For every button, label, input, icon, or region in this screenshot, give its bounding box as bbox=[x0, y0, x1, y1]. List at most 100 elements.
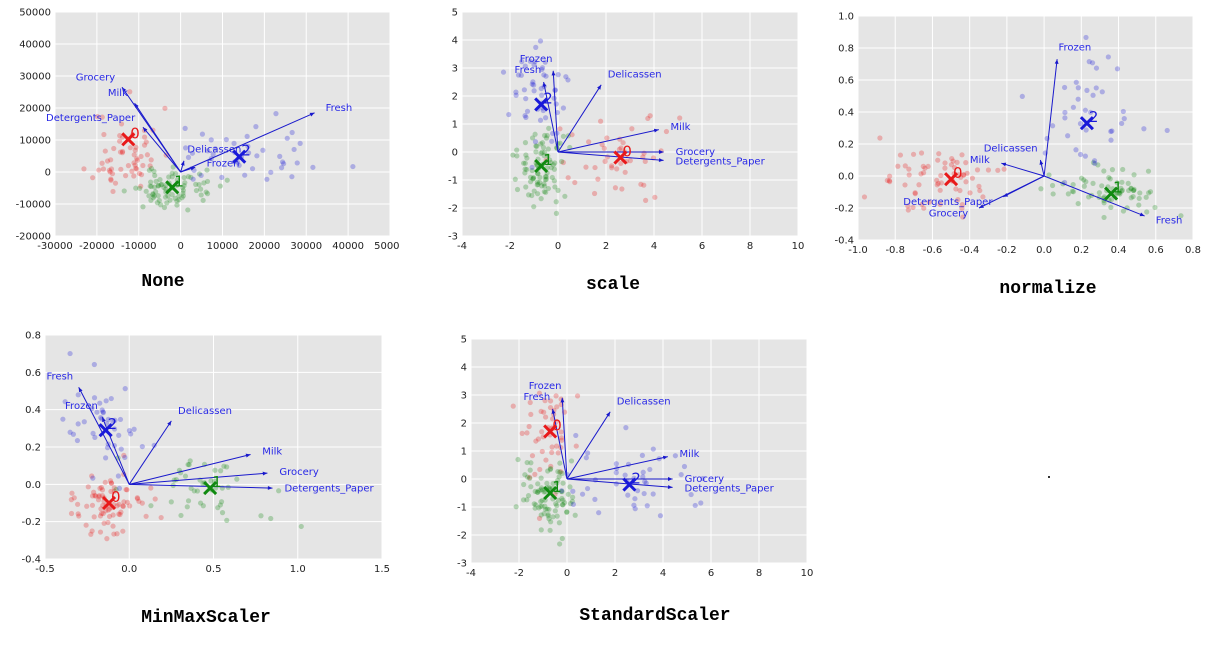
data-point-cluster-2 bbox=[592, 496, 598, 502]
feature-arrow-frozen bbox=[1043, 59, 1058, 177]
data-point-cluster-2 bbox=[1109, 128, 1115, 134]
data-point-cluster-2 bbox=[549, 138, 555, 144]
data-point-cluster-0 bbox=[937, 201, 943, 207]
data-point-cluster-0 bbox=[974, 167, 981, 173]
data-point-cluster-0 bbox=[112, 180, 119, 186]
data-point-cluster-1 bbox=[193, 187, 200, 194]
title-minmaxscaler: MinMaxScaler bbox=[141, 608, 271, 628]
data-point-cluster-0 bbox=[100, 510, 106, 517]
data-point-cluster-0 bbox=[977, 187, 983, 194]
data-point-cluster-1 bbox=[169, 192, 175, 198]
data-point-cluster-2 bbox=[1070, 104, 1077, 110]
data-point-cluster-0 bbox=[108, 176, 114, 182]
cluster-center-label: 1 bbox=[212, 473, 222, 491]
data-point-cluster-1 bbox=[1099, 183, 1105, 189]
data-point-cluster-2 bbox=[254, 153, 260, 159]
data-point-cluster-2 bbox=[1077, 121, 1084, 127]
y-tick-label: 4 bbox=[461, 363, 467, 374]
y-tick-label: 1 bbox=[452, 120, 458, 131]
plot-area bbox=[858, 16, 1193, 240]
data-point-cluster-1 bbox=[180, 193, 186, 199]
data-point-cluster-2 bbox=[111, 426, 118, 432]
data-point-cluster-0 bbox=[919, 201, 925, 208]
data-point-cluster-1 bbox=[1118, 188, 1125, 194]
data-point-cluster-0 bbox=[96, 492, 102, 499]
data-point-cluster-1 bbox=[537, 503, 543, 510]
data-point-cluster-1 bbox=[1070, 181, 1076, 188]
data-point-cluster-0 bbox=[604, 135, 610, 141]
feature-label: Fresh bbox=[326, 103, 353, 114]
data-point-cluster-2 bbox=[1092, 160, 1098, 167]
data-point-cluster-2 bbox=[1083, 34, 1089, 41]
data-point-cluster-0 bbox=[616, 146, 623, 152]
data-point-cluster-2 bbox=[1089, 60, 1096, 66]
feature-label: Delicassen bbox=[617, 397, 671, 408]
biplot-standardscaler: -4 -2 0 2 4 6 8 10-3-2-1012345FreshFrozenDelica… bbox=[457, 335, 813, 580]
feature-arrow-delicassen bbox=[566, 411, 611, 480]
data-point-cluster-1 bbox=[179, 185, 186, 191]
data-point-cluster-1 bbox=[538, 487, 544, 493]
data-point-cluster-1 bbox=[550, 480, 556, 487]
data-point-cluster-2 bbox=[1105, 54, 1111, 60]
data-point-cluster-1 bbox=[551, 166, 557, 172]
data-point-cluster-0 bbox=[958, 174, 964, 180]
data-point-cluster-2 bbox=[90, 475, 96, 481]
y-tick-label: 1 bbox=[461, 447, 467, 458]
data-point-cluster-1 bbox=[524, 459, 530, 466]
data-point-cluster-1 bbox=[531, 501, 537, 507]
y-tick-label: 2 bbox=[452, 92, 458, 103]
data-point-cluster-2 bbox=[210, 151, 216, 157]
data-point-cluster-1 bbox=[184, 504, 190, 510]
data-point-cluster-0 bbox=[134, 157, 141, 163]
data-point-cluster-1 bbox=[529, 167, 535, 174]
data-point-cluster-0 bbox=[629, 126, 635, 132]
data-point-cluster-0 bbox=[553, 443, 560, 449]
data-point-cluster-0 bbox=[529, 453, 536, 459]
data-point-cluster-1 bbox=[538, 512, 544, 518]
data-point-cluster-0 bbox=[138, 172, 145, 178]
data-point-cluster-0 bbox=[90, 175, 96, 181]
data-point-cluster-2 bbox=[105, 416, 111, 423]
data-point-cluster-0 bbox=[959, 202, 965, 208]
data-point-cluster-1 bbox=[546, 506, 552, 512]
data-point-cluster-1 bbox=[537, 179, 543, 185]
data-point-cluster-0 bbox=[926, 199, 932, 205]
data-point-cluster-1 bbox=[535, 191, 541, 197]
data-point-cluster-1 bbox=[515, 456, 521, 463]
data-point-cluster-0 bbox=[905, 203, 911, 209]
data-point-cluster-0 bbox=[99, 487, 106, 493]
data-point-cluster-1 bbox=[188, 174, 194, 180]
data-point-cluster-0 bbox=[124, 499, 131, 505]
data-point-cluster-1 bbox=[514, 186, 521, 193]
data-point-cluster-0 bbox=[124, 487, 130, 493]
data-point-cluster-2 bbox=[208, 137, 214, 143]
data-point-cluster-1 bbox=[536, 488, 542, 494]
x-tick-label: -2 bbox=[505, 241, 515, 252]
data-point-cluster-1 bbox=[555, 497, 562, 503]
data-point-cluster-1 bbox=[524, 474, 531, 480]
data-point-cluster-2 bbox=[118, 446, 124, 452]
data-point-cluster-0 bbox=[936, 151, 942, 157]
data-point-cluster-0 bbox=[569, 132, 575, 138]
data-point-cluster-0 bbox=[133, 144, 139, 150]
data-point-cluster-1 bbox=[557, 469, 563, 475]
data-point-cluster-1 bbox=[1120, 208, 1127, 214]
data-point-cluster-2 bbox=[537, 38, 544, 44]
data-point-cluster-2 bbox=[647, 466, 653, 473]
data-point-cluster-1 bbox=[548, 165, 554, 171]
feature-label: Detergents_Paper bbox=[903, 197, 993, 208]
data-point-cluster-2 bbox=[1086, 59, 1092, 65]
data-point-cluster-1 bbox=[538, 475, 544, 481]
data-point-cluster-1 bbox=[529, 192, 535, 199]
data-point-cluster-1 bbox=[522, 170, 528, 176]
data-point-cluster-1 bbox=[528, 460, 534, 466]
data-point-cluster-2 bbox=[643, 480, 649, 486]
data-point-cluster-2 bbox=[613, 470, 619, 476]
data-point-cluster-1 bbox=[545, 511, 551, 518]
data-point-cluster-2 bbox=[350, 163, 356, 170]
data-point-cluster-1 bbox=[564, 509, 570, 515]
data-point-cluster-1 bbox=[1130, 187, 1137, 194]
data-point-cluster-1 bbox=[219, 510, 226, 516]
data-point-cluster-2 bbox=[100, 409, 106, 415]
y-tick-label: 4 bbox=[452, 36, 458, 47]
